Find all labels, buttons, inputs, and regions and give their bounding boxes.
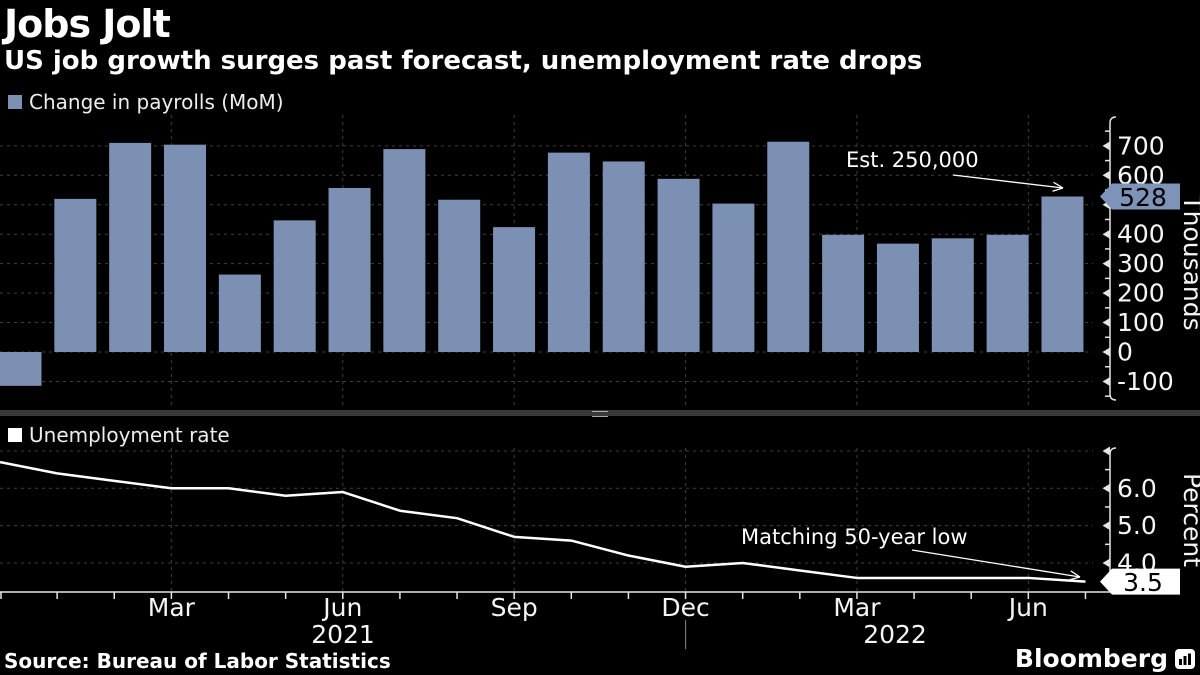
source-credit: Source: Bureau of Labor Statistics <box>4 649 391 673</box>
unemployment-annotation: Matching 50-year low <box>741 525 1081 581</box>
payroll-bar <box>0 352 42 386</box>
y-tick-label: 300 <box>1117 249 1165 278</box>
unemployment-rate-line <box>0 460 1086 583</box>
x-year-label: 2021 <box>311 620 375 649</box>
payroll-bar <box>602 161 645 352</box>
bloomberg-brand: Bloomberg <box>1015 644 1195 673</box>
payroll-bar <box>986 234 1029 352</box>
divider-grip-icon[interactable] <box>592 411 608 417</box>
payrolls-annotation-text: Est. 250,000 <box>846 148 979 172</box>
unemployment-marker-flag <box>1100 568 1180 595</box>
x-month-label: Sep <box>491 593 538 622</box>
page-title: Jobs Jolt <box>4 2 171 46</box>
payroll-bar <box>493 227 536 352</box>
page-subtitle: US job growth surges past forecast, unem… <box>4 46 923 76</box>
unemployment-gridlines <box>0 448 1093 592</box>
unemployment-axis-title: Percent <box>1178 473 1200 567</box>
payrolls-marker-flag <box>1100 183 1180 210</box>
unemployment-legend-swatch-icon <box>8 428 22 442</box>
payroll-bar <box>547 152 590 352</box>
legend-unemployment: Unemployment rate <box>8 423 230 447</box>
payroll-bar <box>767 141 810 352</box>
y-tick-label: 100 <box>1117 308 1165 337</box>
y-tick-label: 5.0 <box>1117 511 1157 540</box>
x-month-label: Mar <box>148 593 196 622</box>
panel-divider[interactable] <box>0 410 1200 417</box>
x-month-label: Dec <box>661 593 709 622</box>
y-tick-label: 0 <box>1117 338 1133 367</box>
payrolls-last-value-marker: 528 <box>1100 183 1180 212</box>
bloomberg-chart-icon <box>1175 648 1195 669</box>
payroll-bar <box>712 203 755 352</box>
y-tick-label: 200 <box>1117 279 1165 308</box>
payroll-bar <box>164 144 207 352</box>
payroll-bar <box>822 234 865 352</box>
payroll-bar <box>876 243 919 352</box>
x-month-label: Jun <box>1007 593 1048 622</box>
payroll-bar <box>273 220 316 352</box>
bloomberg-logo-text: Bloomberg <box>1014 644 1168 673</box>
unemployment-annotation-text: Matching 50-year low <box>741 525 968 549</box>
payroll-bar <box>328 187 371 352</box>
payroll-bar <box>931 238 974 352</box>
payrolls-annotation: Est. 250,000 <box>846 148 1064 192</box>
unemployment-last-value-marker: 3.5 <box>1100 568 1180 597</box>
x-year-label: 2022 <box>863 620 927 649</box>
payrolls-bars <box>0 141 1084 386</box>
payrolls-legend-label: Change in payrolls (MoM) <box>29 90 284 114</box>
unemployment-legend-label: Unemployment rate <box>29 423 230 447</box>
payrolls-legend-swatch-icon <box>8 95 22 109</box>
payroll-bar <box>438 199 481 352</box>
y-tick-label: -100 <box>1117 367 1174 396</box>
y-tick-label: 700 <box>1117 131 1165 160</box>
legend-payrolls: Change in payrolls (MoM) <box>8 90 284 114</box>
payrolls-axis-title: Thousands <box>1178 194 1200 330</box>
y-tick-label: 400 <box>1117 220 1165 249</box>
payroll-bar <box>657 178 700 352</box>
payroll-bar <box>383 149 426 352</box>
payroll-bar <box>218 274 261 352</box>
unemployment-line <box>0 460 1086 583</box>
payroll-bar <box>109 142 152 352</box>
payroll-bar <box>1041 196 1084 352</box>
payrolls-marker-text: 528 <box>1119 183 1167 212</box>
x-month-label: Jun <box>321 593 362 622</box>
payroll-bar <box>54 198 97 352</box>
unemployment-marker-text: 3.5 <box>1123 568 1163 597</box>
y-tick-label: 6.0 <box>1117 474 1157 503</box>
x-month-label: Mar <box>833 593 881 622</box>
